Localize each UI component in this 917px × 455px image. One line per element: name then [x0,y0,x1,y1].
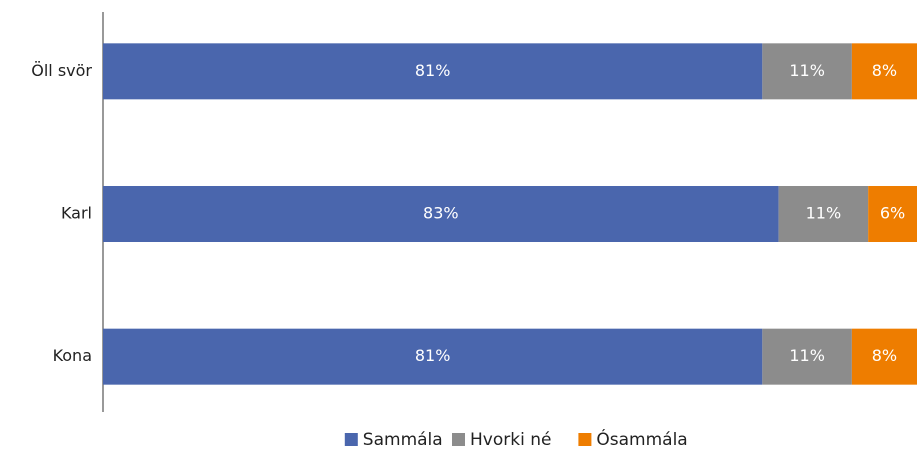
bar-segment [103,328,763,385]
data-label: 6% [880,204,905,223]
bar-segment [868,186,917,242]
data-label: 8% [872,346,897,365]
data-label: 11% [789,346,825,365]
bar-segment [762,43,852,100]
bar-segment [851,328,917,385]
data-label: 11% [806,204,842,223]
y-tick-label: Karl [61,204,92,223]
bar-segment [778,186,869,242]
legend-label: Ósammála [596,428,687,450]
legend-swatch [452,433,465,446]
data-label: 83% [423,204,459,223]
data-label: 81% [415,61,451,80]
bar-segment [103,43,763,100]
legend-swatch [578,433,592,446]
bar-segment [103,186,779,242]
y-tick-label: Kona [53,346,92,365]
bar-segment [851,43,917,100]
y-tick-label: Öll svör [31,61,92,80]
data-label: 11% [789,61,825,80]
legend-swatch [344,433,358,446]
legend-label: Hvorki né [470,430,551,450]
data-label: 8% [872,61,897,80]
legend-label: Sammála [363,430,443,450]
data-label: 81% [415,346,451,365]
bar-segment [762,328,852,385]
